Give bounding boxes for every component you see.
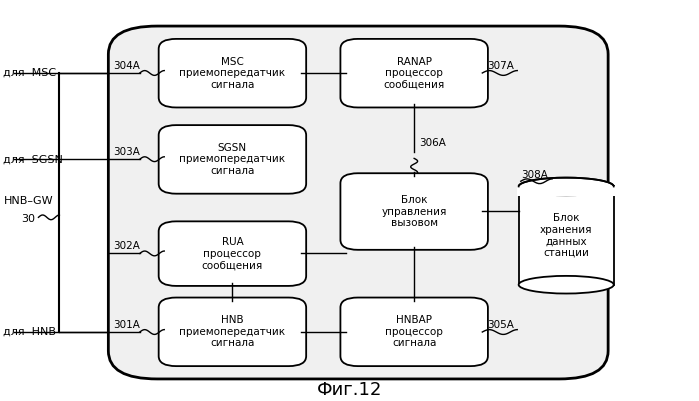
Text: для  SGSN: для SGSN <box>3 154 64 164</box>
FancyBboxPatch shape <box>159 125 306 194</box>
Text: Фиг.12: Фиг.12 <box>317 381 382 399</box>
Text: 306A: 306A <box>419 138 446 148</box>
Polygon shape <box>517 186 615 196</box>
Text: HNBAP
процессор
сигнала: HNBAP процессор сигнала <box>385 315 443 348</box>
Text: для  HNB: для HNB <box>3 327 57 337</box>
Text: RANAP
процессор
сообщения: RANAP процессор сообщения <box>384 57 445 90</box>
Text: для  MSC: для MSC <box>3 68 57 78</box>
FancyBboxPatch shape <box>108 26 608 379</box>
FancyBboxPatch shape <box>159 298 306 366</box>
Text: Блок
хранения
данных
станции: Блок хранения данных станции <box>540 213 593 258</box>
FancyBboxPatch shape <box>159 39 306 107</box>
Text: 303A: 303A <box>113 147 140 157</box>
Text: HNB
приемопередатчик
сигнала: HNB приемопередатчик сигнала <box>180 315 285 348</box>
FancyBboxPatch shape <box>159 221 306 286</box>
Text: 30: 30 <box>21 214 35 223</box>
Text: RUA
процессор
сообщения: RUA процессор сообщения <box>202 237 263 270</box>
Ellipse shape <box>519 276 614 294</box>
FancyBboxPatch shape <box>340 39 488 107</box>
Text: 302A: 302A <box>113 241 140 251</box>
Text: 305A: 305A <box>487 320 514 330</box>
Text: 308A: 308A <box>521 170 547 180</box>
Text: Блок
управления
вызовом: Блок управления вызовом <box>382 195 447 228</box>
Text: HNB–GW: HNB–GW <box>3 196 53 205</box>
Text: 304A: 304A <box>113 61 140 71</box>
Text: MSC
приемопередатчик
сигнала: MSC приемопередатчик сигнала <box>180 57 285 90</box>
Text: 307A: 307A <box>487 61 514 71</box>
Text: SGSN
приемопередатчик
сигнала: SGSN приемопередатчик сигнала <box>180 143 285 176</box>
Polygon shape <box>519 186 614 285</box>
Ellipse shape <box>519 178 614 195</box>
FancyBboxPatch shape <box>340 298 488 366</box>
Text: 301A: 301A <box>113 320 140 330</box>
FancyBboxPatch shape <box>340 173 488 250</box>
